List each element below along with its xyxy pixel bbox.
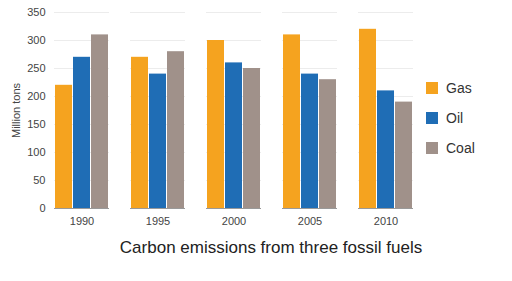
svg-text:Million tons: Million tons: [10, 82, 22, 138]
html-text:Coal: Coal: [446, 140, 475, 156]
html-text:Gas: Gas: [446, 80, 472, 96]
svg-text:50: 50: [33, 174, 45, 186]
svg-text:1990: 1990: [70, 215, 94, 227]
svg-text:350: 350: [27, 6, 45, 18]
svg-text:300: 300: [27, 34, 45, 46]
svg-text:100: 100: [27, 146, 45, 158]
svg-text:200: 200: [27, 90, 45, 102]
svg-text:2000: 2000: [222, 215, 246, 227]
html-text:Carbon emissions from three fo: Carbon emissions from three fossil fuels: [119, 238, 423, 257]
svg-text:150: 150: [27, 118, 45, 130]
svg-text:2005: 2005: [298, 215, 322, 227]
svg-text:250: 250: [27, 62, 45, 74]
svg-text:2010: 2010: [374, 215, 398, 227]
html-text:Oil: Oil: [446, 110, 464, 126]
svg-text:1995: 1995: [146, 215, 170, 227]
svg-text:0: 0: [39, 202, 45, 214]
